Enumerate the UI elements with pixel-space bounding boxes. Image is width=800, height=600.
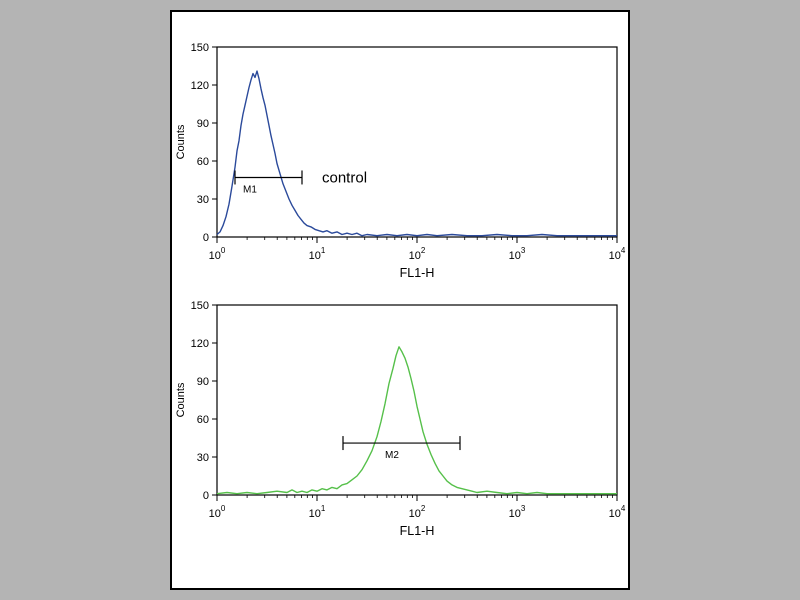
figure-panel: 0 30 60 90 120 150 100 101 102 103 104 FL1-H Counts M… xyxy=(170,10,630,590)
x-tick-label: 104 xyxy=(609,504,626,520)
x-tick-label: 104 xyxy=(609,246,626,262)
y-tick-label: 30 xyxy=(197,452,209,464)
x-tick-label: 101 xyxy=(309,504,326,520)
y-tick-label: 60 xyxy=(197,414,209,426)
gate-label: M2 xyxy=(385,450,399,461)
x-axis-label: FL1-H xyxy=(400,266,435,280)
plot-frame xyxy=(216,304,618,496)
y-tick-label: 60 xyxy=(197,156,209,168)
y-tick-label: 150 xyxy=(191,300,209,312)
x-tick-label: 101 xyxy=(309,246,326,262)
x-tick-label: 103 xyxy=(509,504,526,520)
y-tick-label: 90 xyxy=(197,118,209,130)
y-tick-label: 150 xyxy=(191,42,209,54)
y-tick-label: 120 xyxy=(191,338,209,350)
plot-frame xyxy=(216,46,618,238)
bottom-histogram: 0 30 60 90 120 150 100 101 102 103 104 FL1-H Counts M… xyxy=(175,300,626,538)
y-tick-label: 0 xyxy=(203,232,209,244)
y-tick-label: 0 xyxy=(203,490,209,502)
y-tick-label: 90 xyxy=(197,376,209,388)
x-tick-label: 100 xyxy=(209,504,226,520)
x-tick-label: 100 xyxy=(209,246,226,262)
gate-label: M1 xyxy=(243,184,257,195)
y-axis-label: Counts xyxy=(175,124,187,159)
x-tick-label: 102 xyxy=(409,504,426,520)
y-tick-label: 120 xyxy=(191,80,209,92)
annotation-control: control xyxy=(322,169,367,186)
histogram-curve xyxy=(216,346,617,495)
x-axis-label: FL1-H xyxy=(400,524,435,538)
top-histogram: 0 30 60 90 120 150 100 101 102 103 104 FL1-H Counts M… xyxy=(175,42,626,280)
x-tick-label: 102 xyxy=(409,246,426,262)
y-axis-label: Counts xyxy=(175,382,187,417)
y-tick-label: 30 xyxy=(197,194,209,206)
x-tick-label: 103 xyxy=(509,246,526,262)
histogram-curve xyxy=(216,70,617,237)
